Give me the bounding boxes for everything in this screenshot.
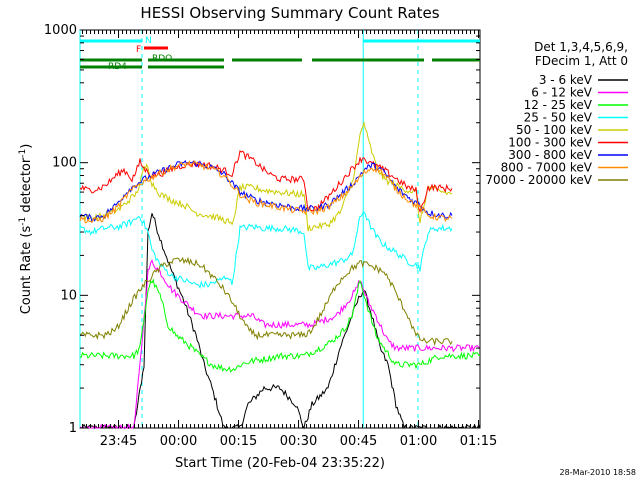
legend-label-3-6-kev: 3 - 6 keV xyxy=(539,73,593,87)
flag-label-f: F xyxy=(136,45,141,55)
flag-label-n: N xyxy=(145,36,152,46)
legend: Det 1,3,4,5,6,9, FDecim 1, Att 0 3 - 6 k… xyxy=(485,40,628,187)
legend-label-7000-20000-kev: 7000 - 20000 keV xyxy=(485,173,592,187)
flag-label-rd4: RD4 xyxy=(108,62,127,72)
series-line-12-25-kev xyxy=(79,278,481,373)
event-markers xyxy=(79,30,419,428)
y-tick-label: 100 xyxy=(52,156,77,171)
y-axis-label-main: Count Rate (s xyxy=(19,226,34,315)
series-lines xyxy=(79,121,481,430)
legend-label-6-12-kev: 6 - 12 keV xyxy=(531,86,593,100)
legend-label-300-800-kev: 300 - 800 keV xyxy=(508,148,592,162)
y-tick-label: 10 xyxy=(60,288,77,303)
y-axis: 1 10 100 1000 xyxy=(44,23,480,436)
series-line-7000-20000-kev xyxy=(79,256,453,347)
series-line-100-300-kev xyxy=(79,149,453,214)
x-tick-label: 23:45 xyxy=(100,434,137,449)
legend-label-100-300-kev: 100 - 300 keV xyxy=(508,136,592,150)
y-axis-label-sup2: -1 xyxy=(18,149,28,158)
x-axis: 23:45 00:00 00:15 00:30 00:45 01:00 01:15 xyxy=(82,30,497,449)
y-axis-label-end: ) xyxy=(19,144,34,149)
series-line-6-12-kev xyxy=(79,259,481,429)
x-tick-label: 01:00 xyxy=(400,434,437,449)
legend-label-800-7000-kev: 800 - 7000 keV xyxy=(501,161,593,175)
legend-header-2: FDecim 1, Att 0 xyxy=(535,54,628,68)
flag-label-rdo: RDO xyxy=(152,54,172,64)
x-tick-label: 00:00 xyxy=(160,434,197,449)
series-line-25-50-kev xyxy=(79,211,453,290)
series-line-3-6-kev xyxy=(79,213,481,430)
y-tick-label: 1000 xyxy=(44,23,77,38)
legend-label-50-100-kev: 50 - 100 keV xyxy=(516,123,593,137)
footer-date: 28-Mar-2010 18:58 xyxy=(560,468,637,477)
flag-bars: NF RDO RD4 xyxy=(80,36,480,72)
y-axis-label-mid: detector xyxy=(19,157,34,217)
y-tick-label: 1 xyxy=(69,421,77,436)
x-tick-label: 00:30 xyxy=(280,434,317,449)
legend-label-25-50-kev: 25 - 50 keV xyxy=(524,111,593,125)
x-tick-label: 00:45 xyxy=(340,434,377,449)
series-line-800-7000-kev xyxy=(79,160,453,224)
x-tick-label: 01:15 xyxy=(460,434,497,449)
legend-label-12-25-kev: 12 - 25 keV xyxy=(524,98,593,112)
y-axis-label: Count Rate (s-1 detector-1) xyxy=(18,144,34,315)
y-axis-label-sup1: -1 xyxy=(18,217,28,226)
series-line-50-100-kev xyxy=(79,121,453,232)
x-axis-label: Start Time (20-Feb-04 23:35:22) xyxy=(175,456,385,471)
chart-title: HESSI Observing Summary Count Rates xyxy=(140,4,439,22)
legend-header-1: Det 1,3,4,5,6,9, xyxy=(534,40,628,54)
x-tick-label: 00:15 xyxy=(220,434,257,449)
